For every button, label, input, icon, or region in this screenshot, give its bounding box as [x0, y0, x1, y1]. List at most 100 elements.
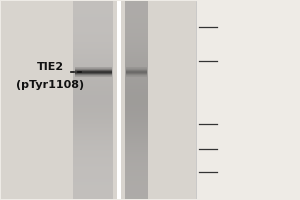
- Bar: [125, 169, 148, 170]
- Bar: [73, 191, 113, 192]
- Bar: [73, 90, 113, 91]
- Bar: [73, 101, 113, 102]
- Bar: [73, 105, 113, 106]
- Bar: [73, 44, 113, 45]
- Bar: [125, 22, 148, 23]
- Bar: [73, 177, 113, 178]
- Bar: [125, 84, 148, 85]
- Bar: [125, 157, 148, 158]
- Bar: [73, 54, 113, 55]
- Bar: [125, 60, 148, 61]
- Bar: [73, 156, 113, 157]
- Bar: [73, 131, 113, 132]
- Bar: [125, 24, 148, 25]
- Bar: [125, 150, 148, 151]
- Bar: [125, 67, 148, 68]
- Bar: [73, 106, 113, 107]
- Bar: [125, 62, 148, 63]
- Bar: [125, 164, 148, 165]
- Bar: [73, 143, 113, 144]
- Bar: [125, 85, 148, 86]
- Bar: [73, 129, 113, 130]
- Bar: [73, 6, 113, 7]
- Bar: [73, 72, 113, 73]
- Bar: [125, 81, 148, 82]
- Bar: [125, 99, 148, 100]
- Bar: [125, 175, 148, 176]
- Bar: [125, 12, 148, 13]
- Bar: [125, 136, 148, 137]
- Bar: [125, 39, 148, 40]
- Bar: [73, 163, 113, 164]
- Bar: [73, 91, 113, 92]
- Bar: [125, 59, 148, 60]
- Bar: [125, 58, 148, 59]
- Bar: [125, 121, 148, 122]
- Bar: [73, 78, 113, 79]
- Bar: [73, 137, 113, 138]
- Bar: [125, 25, 148, 26]
- Bar: [125, 197, 148, 198]
- Bar: [125, 159, 148, 160]
- Bar: [73, 184, 113, 185]
- Bar: [125, 128, 148, 129]
- Bar: [125, 156, 148, 157]
- Bar: [125, 174, 148, 175]
- Bar: [73, 111, 113, 112]
- Bar: [73, 189, 113, 190]
- Bar: [125, 140, 148, 141]
- Bar: [73, 166, 113, 167]
- Bar: [125, 125, 148, 126]
- Bar: [125, 176, 148, 177]
- Bar: [1, 1, 196, 199]
- Bar: [73, 152, 113, 153]
- Bar: [73, 112, 113, 113]
- Bar: [125, 101, 148, 102]
- Bar: [125, 111, 148, 112]
- Bar: [125, 76, 148, 77]
- Bar: [125, 47, 148, 48]
- Bar: [73, 73, 113, 74]
- Bar: [73, 82, 113, 83]
- Bar: [73, 188, 113, 189]
- Bar: [73, 179, 113, 180]
- Bar: [73, 13, 113, 14]
- Bar: [73, 67, 113, 68]
- Bar: [125, 74, 148, 75]
- Bar: [73, 55, 113, 56]
- Bar: [73, 76, 113, 77]
- Bar: [125, 154, 148, 155]
- Bar: [73, 170, 113, 171]
- Bar: [125, 163, 148, 164]
- Bar: [125, 147, 148, 148]
- Bar: [125, 104, 148, 105]
- Bar: [125, 8, 148, 9]
- Bar: [73, 165, 113, 166]
- Bar: [125, 123, 148, 124]
- Bar: [125, 53, 148, 54]
- Bar: [73, 51, 113, 52]
- Bar: [73, 28, 113, 29]
- Bar: [73, 15, 113, 16]
- Bar: [73, 95, 113, 96]
- Bar: [125, 110, 148, 111]
- Bar: [73, 198, 113, 199]
- Bar: [73, 164, 113, 165]
- Bar: [125, 13, 148, 14]
- Bar: [125, 48, 148, 49]
- Bar: [73, 16, 113, 17]
- Bar: [125, 29, 148, 30]
- Bar: [73, 24, 113, 25]
- Bar: [73, 86, 113, 87]
- Bar: [117, 1, 121, 199]
- Bar: [73, 71, 113, 72]
- Bar: [73, 153, 113, 154]
- Bar: [125, 148, 148, 149]
- Bar: [73, 79, 113, 80]
- Bar: [125, 87, 148, 88]
- Bar: [73, 148, 113, 149]
- Bar: [125, 55, 148, 56]
- Bar: [125, 187, 148, 188]
- Bar: [125, 54, 148, 55]
- Bar: [73, 149, 113, 150]
